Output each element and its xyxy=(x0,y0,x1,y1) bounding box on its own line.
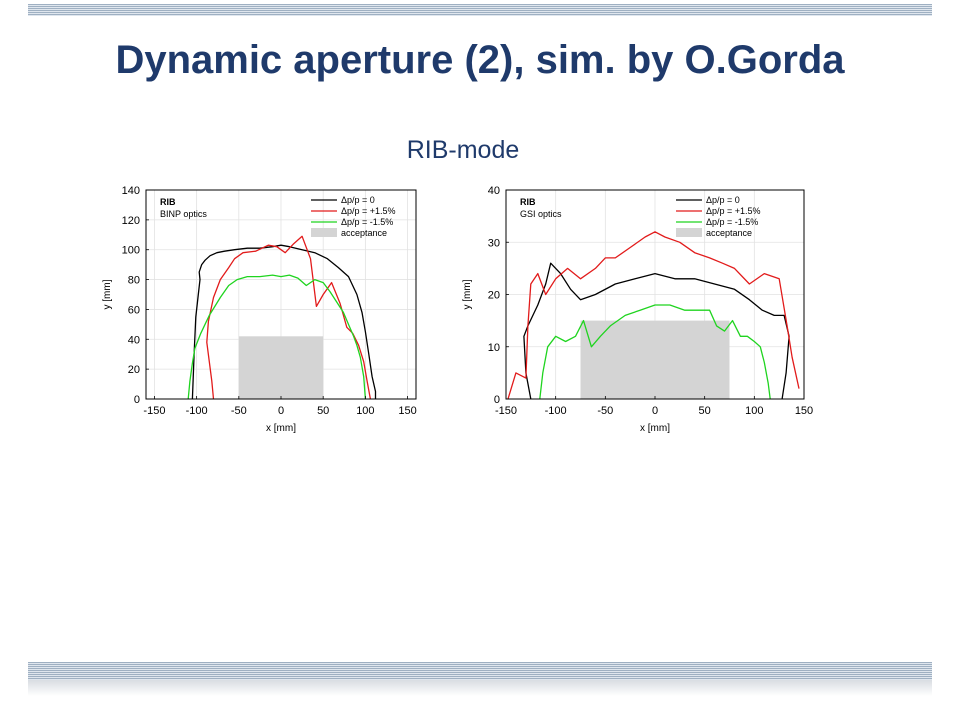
legend-label-2: Δp/p = -1.5% xyxy=(706,217,758,227)
x-tick-label: -50 xyxy=(231,405,247,417)
series-line-1 xyxy=(206,235,372,399)
x-tick-label: -100 xyxy=(545,405,567,417)
x-tick-label: 50 xyxy=(699,405,711,417)
y-tick-label: 30 xyxy=(488,237,500,249)
y-tick-label: 0 xyxy=(494,394,500,406)
x-tick-label: 50 xyxy=(317,405,329,417)
x-axis-label: x [mm] xyxy=(266,423,296,434)
chart-title: RIB xyxy=(160,197,176,207)
y-tick-label: 40 xyxy=(488,185,500,197)
y-tick-label: 80 xyxy=(128,275,140,287)
x-tick-label: -50 xyxy=(597,405,613,417)
y-tick-label: 20 xyxy=(128,364,140,376)
x-tick-label: 150 xyxy=(795,405,813,417)
top-decorative-band xyxy=(28,4,932,16)
x-tick-label: 0 xyxy=(652,405,658,417)
y-tick-label: 100 xyxy=(122,245,140,257)
series-line-1 xyxy=(507,231,800,399)
y-axis-label: y [mm] xyxy=(102,279,113,309)
legend-swatch-acceptance xyxy=(311,228,337,237)
legend-label-acceptance: acceptance xyxy=(706,228,752,238)
x-tick-label: -100 xyxy=(186,405,208,417)
y-tick-label: 40 xyxy=(128,334,140,346)
bottom-shadow xyxy=(28,680,932,696)
y-tick-label: 140 xyxy=(122,185,140,197)
chart-binp-optics: -150 -100 -50 0 50 100 150 0 20 40 60 80 100 120 140 x … xyxy=(102,185,417,434)
legend-label-2: Δp/p = -1.5% xyxy=(341,217,393,227)
y-tick-label: 60 xyxy=(128,304,140,316)
legend-label-1: Δp/p = +1.5% xyxy=(706,206,761,216)
series-line-2 xyxy=(187,274,367,399)
y-tick-label: 120 xyxy=(122,215,140,227)
chart-subtitle: GSI optics xyxy=(520,209,562,219)
legend-label-0: Δp/p = 0 xyxy=(341,195,375,205)
y-tick-label: 10 xyxy=(488,342,500,354)
legend-label-acceptance: acceptance xyxy=(341,228,387,238)
legend-swatch-acceptance xyxy=(676,228,702,237)
acceptance-region xyxy=(238,336,324,399)
bottom-decorative-band xyxy=(28,662,932,680)
y-tick-label: 0 xyxy=(134,394,140,406)
x-tick-label: 0 xyxy=(278,405,284,417)
chart-subtitle: BINP optics xyxy=(160,209,207,219)
series-line-0 xyxy=(523,262,790,399)
x-axis-label: x [mm] xyxy=(640,423,670,434)
chart-title: RIB xyxy=(520,197,536,207)
x-tick-label: -150 xyxy=(495,405,517,417)
series-line-0 xyxy=(191,244,377,399)
y-axis-label: y [mm] xyxy=(462,279,473,309)
legend-label-0: Δp/p = 0 xyxy=(706,195,740,205)
series-line-2 xyxy=(539,304,771,399)
x-tick-label: 100 xyxy=(356,405,374,417)
x-tick-label: -150 xyxy=(143,405,165,417)
chart-gsi-optics: -150 -100 -50 0 50 100 150 0 10 20 30 40 x [mm] y [mm… xyxy=(462,185,813,434)
x-tick-label: 150 xyxy=(398,405,416,417)
acceptance-region xyxy=(580,320,730,399)
slide-title: Dynamic aperture (2), sim. by O.Gorda xyxy=(115,38,845,82)
y-tick-label: 20 xyxy=(488,290,500,302)
slide-subtitle: RIB-mode xyxy=(406,136,520,164)
legend-label-1: Δp/p = +1.5% xyxy=(341,206,396,216)
x-tick-label: 100 xyxy=(745,405,763,417)
